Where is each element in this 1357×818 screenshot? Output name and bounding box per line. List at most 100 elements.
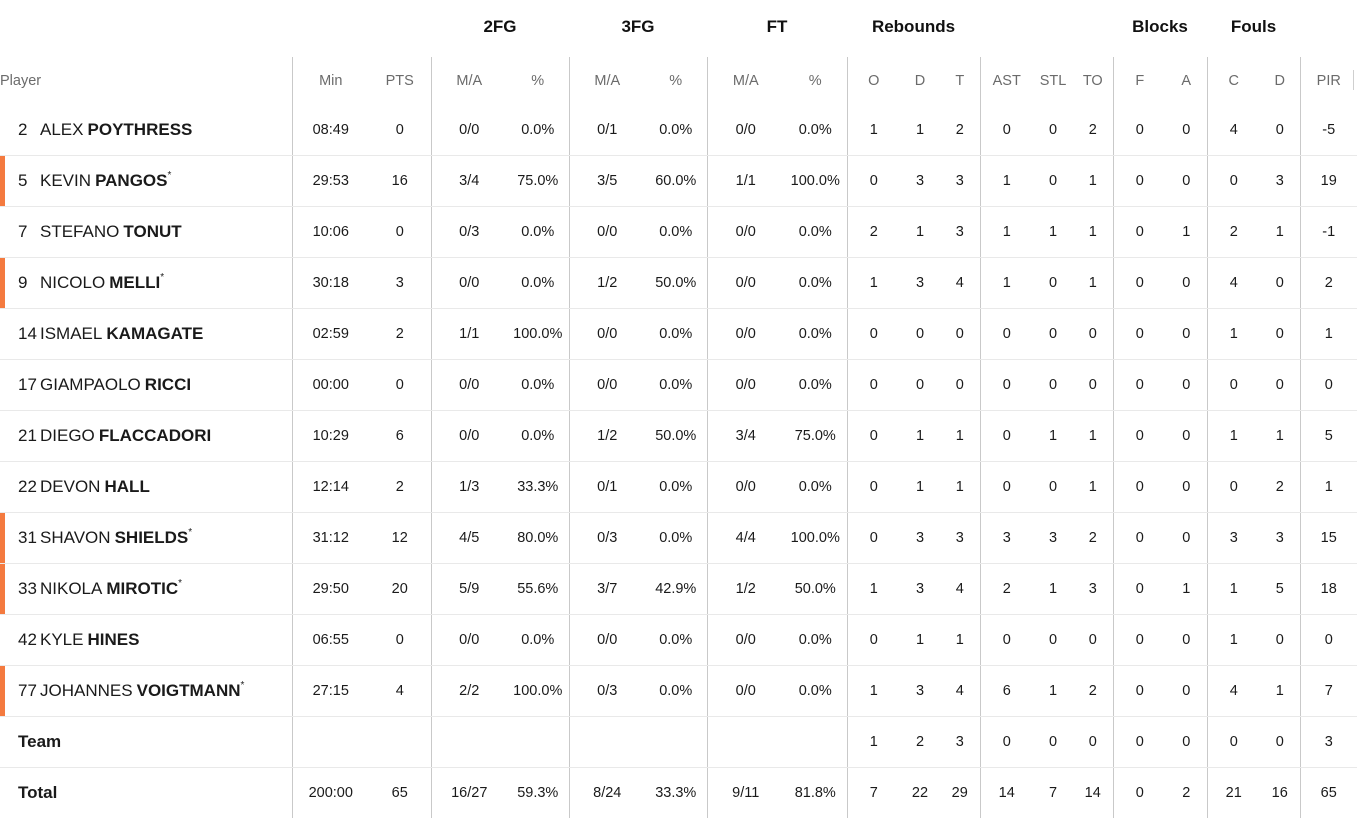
col-header-foul-c[interactable]: C [1207,57,1260,105]
col-header-pts[interactable]: PTS [369,57,431,105]
player-first-name[interactable]: SHAVON [40,528,111,547]
stat-blk-a: 0 [1166,513,1207,564]
player-last-name[interactable]: KAMAGATE [106,324,203,343]
player-first-name[interactable]: ALEX [40,120,83,139]
col-header-reb-d[interactable]: D [900,57,940,105]
player-first-name[interactable]: NICOLO [40,273,105,292]
col-header-reb-t[interactable]: T [940,57,980,105]
column-header-row: Player Min PTS M/A % M/A % M/A % O D T A… [0,57,1357,105]
stat-stl: 0 [1033,360,1073,411]
starter-indicator [0,156,5,206]
col-header-foul-d[interactable]: D [1260,57,1300,105]
stat-fg2-ma: 2/2 [431,666,507,717]
col-header-2fg-ma[interactable]: M/A [431,57,507,105]
player-first-name[interactable]: KYLE [40,630,83,649]
player-last-name[interactable]: SHIELDS [115,528,189,547]
col-header-3fg-pct[interactable]: % [645,57,707,105]
col-header-ft-ma[interactable]: M/A [707,57,784,105]
stat-fg2-pct: 0.0% [507,615,569,666]
player-first-name[interactable]: KEVIN [40,171,91,190]
player-last-name[interactable]: VOIGTMANN [137,681,241,700]
stat-ft-pct: 75.0% [784,411,847,462]
stat-pir: 1 [1300,309,1357,360]
stat-reb-d: 3 [900,666,940,717]
stat-pts: 65 [369,768,431,818]
player-first-name[interactable]: NIKOLA [40,579,102,598]
stat-ft-pct: 0.0% [784,309,847,360]
col-header-stl[interactable]: STL [1033,57,1073,105]
col-header-min[interactable]: Min [292,57,369,105]
player-first-name[interactable]: DIEGO [40,426,95,445]
player-first-name[interactable]: GIAMPAOLO [40,375,141,394]
player-last-name[interactable]: TONUT [123,222,181,241]
col-header-ft-pct[interactable]: % [784,57,847,105]
jersey-number: 31 [0,528,40,548]
jersey-number: 21 [0,426,40,446]
stat-fg3-ma: 0/1 [569,105,645,156]
stat-foul-d: 0 [1260,258,1300,309]
player-last-name[interactable]: FLACCADORI [99,426,211,445]
player-last-name[interactable]: RICCI [145,375,191,394]
col-header-to[interactable]: TO [1073,57,1113,105]
stat-blk-a: 0 [1166,105,1207,156]
stat-fg2-ma: 1/3 [431,462,507,513]
player-last-name[interactable]: HALL [105,477,150,496]
jersey-number: 7 [0,222,40,242]
stat-reb-d: 1 [900,615,940,666]
stat-blk-a: 2 [1166,768,1207,818]
stat-ft-pct: 0.0% [784,207,847,258]
stat-fg3-pct: 50.0% [645,411,707,462]
player-first-name[interactable]: ISMAEL [40,324,102,343]
col-header-pir[interactable]: PIR [1300,57,1357,105]
stat-fg3-ma: 0/1 [569,462,645,513]
col-header-2fg-pct[interactable]: % [507,57,569,105]
total-label-cell: Total [0,768,292,818]
player-last-name[interactable]: MIROTIC [106,579,178,598]
stat-blk-a: 1 [1166,207,1207,258]
col-header-player[interactable]: Player [0,57,292,105]
jersey-number: 14 [0,324,40,344]
col-header-blk-f[interactable]: F [1113,57,1166,105]
stat-ast: 6 [980,666,1033,717]
player-first-name[interactable]: JOHANNES [40,681,133,700]
col-header-ast[interactable]: AST [980,57,1033,105]
stat-stl: 1 [1033,564,1073,615]
player-first-name[interactable]: STEFANO [40,222,119,241]
stat-foul-c: 1 [1207,615,1260,666]
player-last-name[interactable]: HINES [88,630,140,649]
player-last-name[interactable]: MELLI [109,273,160,292]
player-last-name[interactable]: POYTHRESS [88,120,193,139]
col-header-3fg-ma[interactable]: M/A [569,57,645,105]
stat-fg2-ma: 16/27 [431,768,507,818]
stat-stl: 1 [1033,207,1073,258]
col-header-reb-o[interactable]: O [847,57,900,105]
player-first-name[interactable]: DEVON [40,477,100,496]
col-header-blk-a[interactable]: A [1166,57,1207,105]
player-last-name[interactable]: PANGOS [95,171,167,190]
